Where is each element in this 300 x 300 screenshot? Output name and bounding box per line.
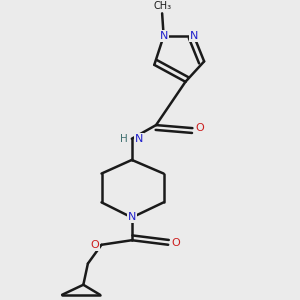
Text: O: O [171, 238, 180, 248]
Text: N: N [128, 212, 136, 223]
Text: N: N [190, 31, 198, 41]
Text: N: N [160, 31, 168, 41]
Text: O: O [91, 240, 99, 250]
Text: H: H [120, 134, 128, 144]
Text: CH₃: CH₃ [153, 1, 171, 11]
Text: O: O [196, 123, 204, 133]
Text: N: N [135, 134, 143, 144]
